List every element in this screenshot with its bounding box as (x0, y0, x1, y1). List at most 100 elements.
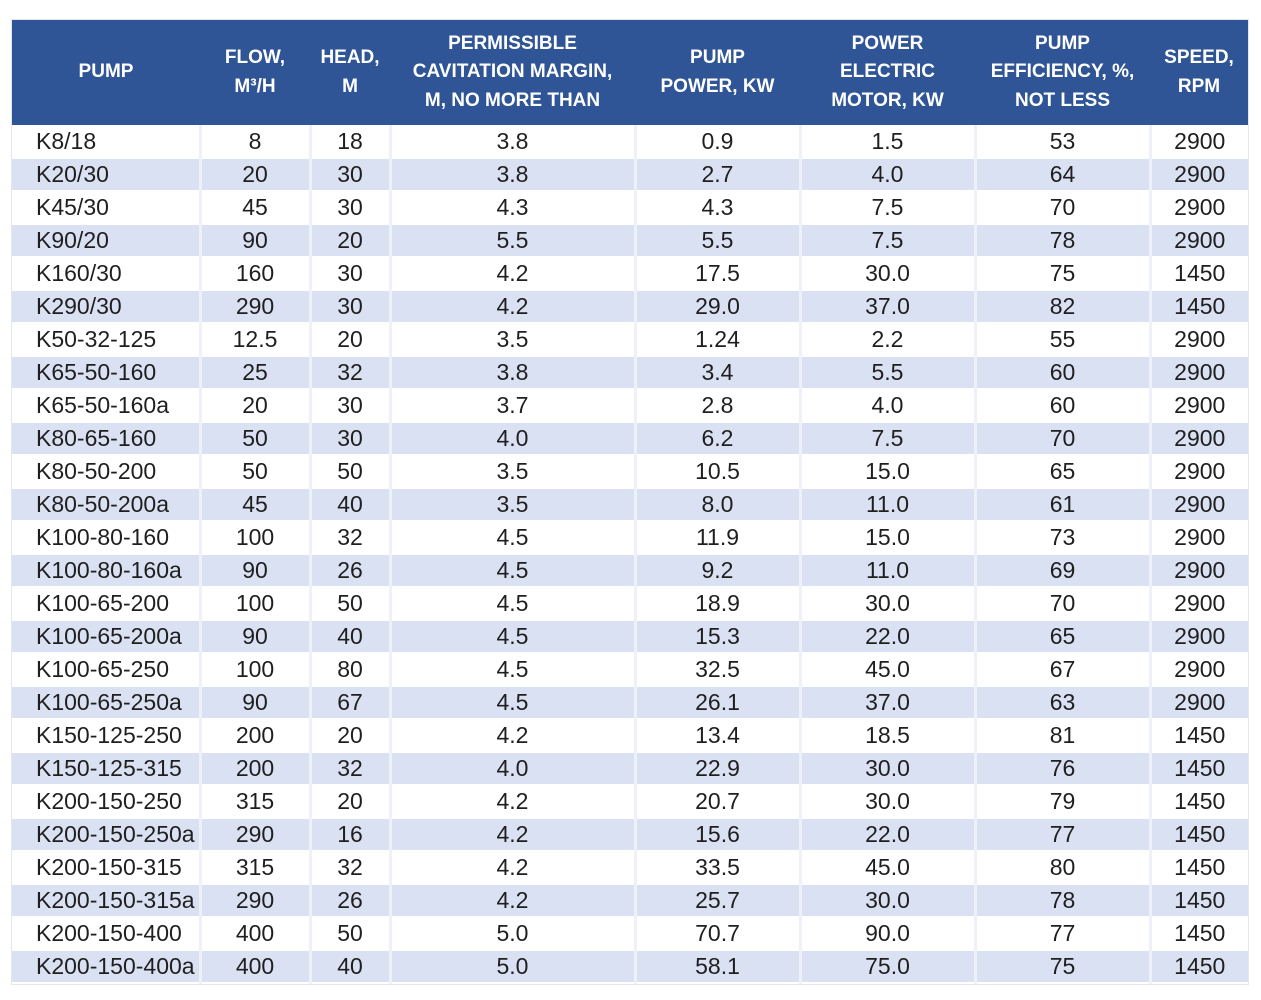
cell-speed_rpm: 2900 (1150, 686, 1248, 720)
cell-pump: K100-65-200a (12, 620, 202, 654)
table-row: K150-125-315 200 32 4.0 22.9 30.0 76 1450 (12, 752, 1248, 786)
cell-flow_m3h: 100 (200, 587, 312, 621)
cell-speed_rpm: 2900 (1150, 356, 1248, 390)
table-row: K200-150-250a 290 16 4.2 15.6 22.0 77 1450 (12, 818, 1248, 852)
cell-motor_power_kw: 30.0 (800, 257, 977, 291)
cell-pump_power_kw: 11.9 (635, 521, 802, 555)
cell-pump: K160/30 (12, 257, 202, 291)
cell-motor_power_kw: 15.0 (800, 455, 977, 489)
cell-motor_power_kw: 30.0 (800, 587, 977, 621)
column-header-pump-power: PUMP POWER, KW (635, 20, 800, 125)
cell-pump: K200-150-250a (12, 818, 202, 852)
cell-head_m: 26 (310, 554, 392, 588)
cell-cavitation_margin: 3.5 (390, 455, 637, 489)
cell-efficiency_pct: 60 (975, 389, 1152, 423)
cell-pump: K200-150-400a (12, 950, 202, 984)
cell-efficiency_pct: 81 (975, 719, 1152, 753)
cell-speed_rpm: 2900 (1150, 323, 1248, 357)
cell-cavitation_margin: 4.5 (390, 587, 637, 621)
cell-pump: K45/30 (12, 191, 202, 225)
cell-cavitation_margin: 4.5 (390, 521, 637, 555)
cell-pump_power_kw: 29.0 (635, 290, 802, 324)
cell-cavitation_margin: 4.2 (390, 851, 637, 885)
table-row: K100-65-200a 90 40 4.5 15.3 22.0 65 2900 (12, 620, 1248, 654)
cell-pump_power_kw: 22.9 (635, 752, 802, 786)
cell-head_m: 32 (310, 851, 392, 885)
cell-motor_power_kw: 18.5 (800, 719, 977, 753)
cell-pump_power_kw: 6.2 (635, 422, 802, 456)
cell-speed_rpm: 2900 (1150, 587, 1248, 621)
table-row: K100-65-200 100 50 4.5 18.9 30.0 70 2900 (12, 587, 1248, 621)
cell-cavitation_margin: 4.5 (390, 554, 637, 588)
cell-speed_rpm: 1450 (1150, 752, 1248, 786)
table-row: K160/30 160 30 4.2 17.5 30.0 75 1450 (12, 257, 1248, 291)
cell-speed_rpm: 1450 (1150, 851, 1248, 885)
cell-pump_power_kw: 15.6 (635, 818, 802, 852)
cell-head_m: 20 (310, 719, 392, 753)
cell-head_m: 30 (310, 257, 392, 291)
cell-head_m: 30 (310, 158, 392, 192)
cell-efficiency_pct: 70 (975, 191, 1152, 225)
column-header-motor-power: POWER ELECTRIC MOTOR, KW (800, 20, 975, 125)
cell-cavitation_margin: 4.2 (390, 257, 637, 291)
cell-efficiency_pct: 53 (975, 125, 1152, 159)
cell-efficiency_pct: 61 (975, 488, 1152, 522)
cell-speed_rpm: 2900 (1150, 521, 1248, 555)
cell-speed_rpm: 2900 (1150, 389, 1248, 423)
cell-pump: K20/30 (12, 158, 202, 192)
cell-pump_power_kw: 2.7 (635, 158, 802, 192)
cell-flow_m3h: 90 (200, 224, 312, 258)
cell-speed_rpm: 2900 (1150, 422, 1248, 456)
cell-flow_m3h: 290 (200, 884, 312, 918)
cell-cavitation_margin: 5.0 (390, 917, 637, 951)
table-row: K80-65-160 50 30 4.0 6.2 7.5 70 2900 (12, 422, 1248, 456)
table-row: K80-50-200 50 50 3.5 10.5 15.0 65 2900 (12, 455, 1248, 489)
cell-head_m: 67 (310, 686, 392, 720)
cell-efficiency_pct: 77 (975, 917, 1152, 951)
cell-motor_power_kw: 7.5 (800, 224, 977, 258)
cell-pump_power_kw: 5.5 (635, 224, 802, 258)
cell-pump: K100-80-160a (12, 554, 202, 588)
cell-head_m: 30 (310, 389, 392, 423)
cell-flow_m3h: 90 (200, 620, 312, 654)
cell-efficiency_pct: 78 (975, 224, 1152, 258)
cell-flow_m3h: 50 (200, 455, 312, 489)
cell-efficiency_pct: 79 (975, 785, 1152, 819)
cell-efficiency_pct: 76 (975, 752, 1152, 786)
cell-cavitation_margin: 4.5 (390, 653, 637, 687)
cell-pump_power_kw: 58.1 (635, 950, 802, 984)
cell-speed_rpm: 2900 (1150, 653, 1248, 687)
cell-pump_power_kw: 18.9 (635, 587, 802, 621)
cell-flow_m3h: 315 (200, 851, 312, 885)
cell-speed_rpm: 2900 (1150, 554, 1248, 588)
cell-head_m: 20 (310, 785, 392, 819)
cell-pump_power_kw: 17.5 (635, 257, 802, 291)
cell-head_m: 40 (310, 950, 392, 984)
cell-speed_rpm: 1450 (1150, 950, 1248, 984)
cell-cavitation_margin: 3.5 (390, 323, 637, 357)
cell-head_m: 50 (310, 455, 392, 489)
cell-pump: K80-50-200a (12, 488, 202, 522)
cell-efficiency_pct: 70 (975, 587, 1152, 621)
table-row: K200-150-315a 290 26 4.2 25.7 30.0 78 1450 (12, 884, 1248, 918)
cell-motor_power_kw: 11.0 (800, 488, 977, 522)
cell-pump: K100-65-250a (12, 686, 202, 720)
cell-head_m: 30 (310, 290, 392, 324)
cell-pump_power_kw: 20.7 (635, 785, 802, 819)
cell-pump_power_kw: 32.5 (635, 653, 802, 687)
cell-motor_power_kw: 30.0 (800, 785, 977, 819)
cell-speed_rpm: 1450 (1150, 257, 1248, 291)
table-body: K8/18 8 18 3.8 0.9 1.5 53 2900 K20/30 20 30 3.8 2.7 4… (12, 125, 1248, 984)
cell-motor_power_kw: 90.0 (800, 917, 977, 951)
cell-pump_power_kw: 15.3 (635, 620, 802, 654)
cell-efficiency_pct: 80 (975, 851, 1152, 885)
cell-pump_power_kw: 8.0 (635, 488, 802, 522)
cell-pump: K200-150-400 (12, 917, 202, 951)
cell-head_m: 20 (310, 224, 392, 258)
cell-efficiency_pct: 77 (975, 818, 1152, 852)
cell-flow_m3h: 400 (200, 950, 312, 984)
cell-pump: K8/18 (12, 125, 202, 159)
cell-speed_rpm: 2900 (1150, 455, 1248, 489)
cell-efficiency_pct: 60 (975, 356, 1152, 390)
